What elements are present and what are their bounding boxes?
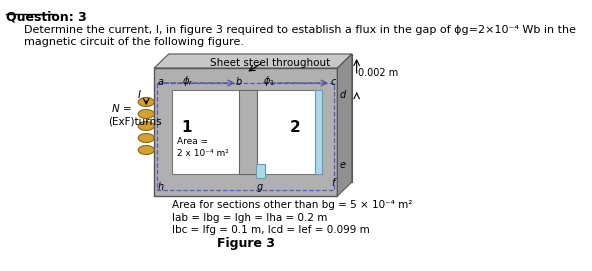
Text: 2 x 10⁻⁴ m²: 2 x 10⁻⁴ m²: [177, 149, 229, 157]
Text: d: d: [340, 90, 346, 100]
Text: I: I: [138, 90, 141, 100]
Text: magnetic circuit of the following figure.: magnetic circuit of the following figure…: [24, 37, 244, 47]
Polygon shape: [155, 54, 352, 68]
Polygon shape: [256, 164, 265, 178]
Text: N =: N =: [112, 104, 132, 114]
Text: $\phi_1$: $\phi_1$: [263, 74, 275, 88]
Text: lbc = lfg = 0.1 m, lcd = lef = 0.099 m: lbc = lfg = 0.1 m, lcd = lef = 0.099 m: [172, 225, 369, 235]
Polygon shape: [155, 68, 337, 196]
Text: 1: 1: [181, 121, 192, 136]
Text: f: f: [331, 178, 334, 188]
Text: $\phi_r$: $\phi_r$: [182, 74, 194, 88]
Ellipse shape: [138, 146, 155, 154]
Text: Question: 3: Question: 3: [7, 11, 87, 24]
Text: 0.002 m: 0.002 m: [358, 68, 398, 78]
Text: Sheet steel throughout: Sheet steel throughout: [210, 58, 330, 68]
Text: c: c: [330, 77, 336, 87]
Text: b: b: [236, 77, 242, 87]
Text: Area for sections other than bg = 5 × 10⁻⁴ m²: Area for sections other than bg = 5 × 10…: [172, 200, 412, 210]
Polygon shape: [337, 54, 352, 196]
Text: lab = lbg = lgh = lha = 0.2 m: lab = lbg = lgh = lha = 0.2 m: [172, 213, 327, 223]
Polygon shape: [169, 54, 352, 182]
Text: e: e: [340, 160, 346, 170]
Text: g: g: [257, 182, 263, 192]
Text: Area =: Area =: [177, 137, 208, 147]
Text: 2: 2: [290, 121, 301, 136]
Polygon shape: [239, 90, 257, 174]
Text: Determine the current, I, in figure 3 required to establish a flux in the gap of: Determine the current, I, in figure 3 re…: [24, 25, 576, 35]
Text: Figure 3: Figure 3: [217, 237, 275, 250]
Ellipse shape: [138, 134, 155, 143]
Polygon shape: [172, 90, 320, 174]
Polygon shape: [315, 90, 322, 174]
Ellipse shape: [138, 109, 155, 118]
Ellipse shape: [138, 98, 155, 107]
Text: a: a: [157, 77, 163, 87]
Text: (ExF)turns: (ExF)turns: [108, 116, 161, 126]
Text: h: h: [157, 182, 163, 192]
Ellipse shape: [138, 121, 155, 131]
